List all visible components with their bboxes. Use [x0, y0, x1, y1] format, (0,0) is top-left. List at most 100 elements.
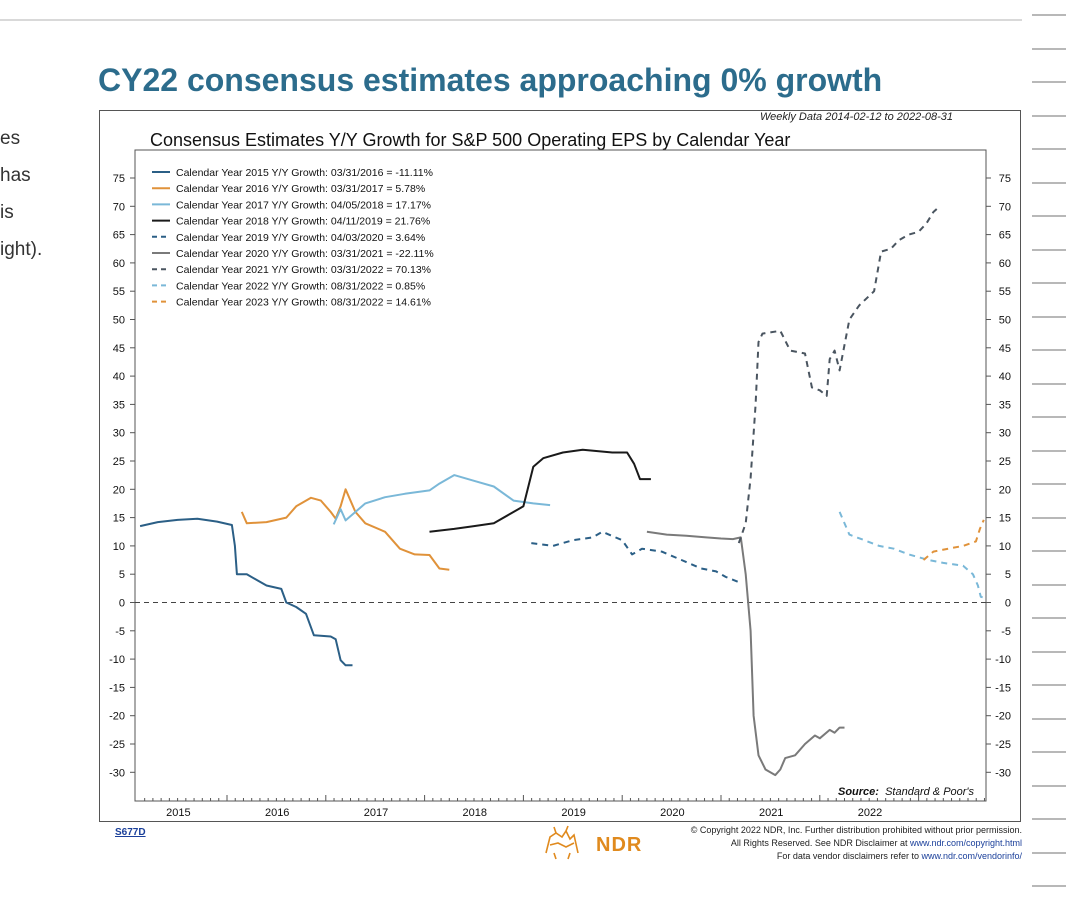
y-tick-label-left: 65 — [113, 230, 125, 242]
legend-entry-4: Calendar Year 2018 Y/Y Growth: 04/11/201… — [176, 216, 430, 228]
y-tick-label-right: 50 — [999, 315, 1011, 327]
y-tick-label-left: 55 — [113, 286, 125, 298]
series-line-4 — [429, 448, 651, 533]
chart-title: Consensus Estimates Y/Y Growth for S&P 5… — [150, 130, 791, 150]
copyright-link[interactable]: www.ndr.com/copyright.html — [909, 838, 1022, 848]
y-tick-label-right: -30 — [995, 767, 1011, 779]
legend-entry-1: Calendar Year 2015 Y/Y Growth: 03/31/201… — [176, 167, 433, 179]
ndr-bull-bear-logo-icon — [545, 825, 579, 860]
rail-mark — [1032, 718, 1066, 720]
y-tick-label-left: 60 — [113, 258, 125, 270]
copyright-line-2: All Rights Reserved. See NDR Disclaimer … — [691, 837, 1022, 850]
chart-code-link[interactable]: S677D — [115, 827, 146, 838]
x-tick-label: 2015 — [166, 807, 190, 819]
y-tick-label-left: -10 — [109, 654, 125, 666]
y-tick-label-right: -5 — [1001, 626, 1011, 638]
y-tick-label-left: 70 — [113, 201, 125, 213]
copyright-line-3-text: For data vendor disclaimers refer to — [776, 851, 922, 861]
y-tick-label-right: 30 — [999, 428, 1011, 440]
side-text-fragment: es has is ight). — [0, 120, 42, 268]
chart-subtitle: Weekly Data 2014-02-12 to 2022-08-31 — [760, 111, 954, 123]
x-tick-label: 2018 — [463, 807, 487, 819]
legend-entry-8: Calendar Year 2022 Y/Y Growth: 08/31/202… — [176, 280, 425, 292]
rail-mark — [1032, 383, 1066, 385]
y-tick-label-right: -20 — [995, 711, 1011, 723]
y-tick-label-left: 30 — [113, 428, 125, 440]
y-tick-label-left: 40 — [113, 371, 125, 383]
copyright-line-1: © Copyright 2022 NDR, Inc. Further distr… — [690, 825, 1022, 835]
ndr-logo-text: NDR — [596, 834, 643, 856]
copyright-notice: © Copyright 2022 NDR, Inc. Further distr… — [691, 824, 1022, 863]
y-tick-label-right: 5 — [1005, 569, 1011, 581]
side-fragment-3: is — [0, 202, 14, 223]
y-tick-label-left: 0 — [119, 598, 125, 610]
y-tick-label-right: 40 — [999, 371, 1011, 383]
y-tick-label-right: 60 — [999, 258, 1011, 270]
rail-mark — [1032, 517, 1066, 519]
rail-mark — [1032, 483, 1066, 485]
vendorinfo-link[interactable]: www.ndr.com/vendorinfo/ — [921, 851, 1022, 861]
y-tick-label-right: 70 — [999, 201, 1011, 213]
y-tick-label-left: -5 — [115, 626, 125, 638]
rail-mark — [1032, 316, 1066, 318]
rail-mark — [1032, 81, 1066, 83]
source-label: Source: — [838, 786, 879, 798]
rail-mark — [1032, 416, 1066, 418]
rail-mark — [1032, 182, 1066, 184]
copyright-line-3: For data vendor disclaimers refer to www… — [691, 850, 1022, 863]
x-tick-label: 2019 — [561, 807, 585, 819]
y-tick-label-right: 20 — [999, 484, 1011, 496]
rail-mark — [1032, 852, 1066, 854]
y-tick-label-left: -15 — [109, 682, 125, 694]
rail-mark — [1032, 751, 1066, 753]
rail-mark — [1032, 584, 1066, 586]
y-tick-label-right: 0 — [1005, 598, 1011, 610]
series-line-8 — [838, 511, 985, 599]
source-value: Standard & Poor's — [885, 786, 975, 798]
side-fragment-4: ight). — [0, 239, 43, 260]
chart-source: Source: Standard & Poor's — [838, 786, 974, 798]
y-tick-label-left: 45 — [113, 343, 125, 355]
y-tick-label-left: -20 — [109, 711, 125, 723]
series-line-5 — [531, 530, 740, 584]
legend-entry-7: Calendar Year 2021 Y/Y Growth: 03/31/202… — [176, 264, 431, 276]
y-tick-label-left: 25 — [113, 456, 125, 468]
rail-mark — [1032, 115, 1066, 117]
legend-entry-9: Calendar Year 2023 Y/Y Growth: 08/31/202… — [176, 297, 431, 309]
legend-entry-6: Calendar Year 2020 Y/Y Growth: 03/31/202… — [176, 248, 434, 260]
y-tick-label-right: 25 — [999, 456, 1011, 468]
y-tick-label-right: 45 — [999, 343, 1011, 355]
right-scroll-rail[interactable] — [1032, 0, 1066, 909]
rail-mark — [1032, 818, 1066, 820]
x-tick-label: 2016 — [265, 807, 289, 819]
rail-mark — [1032, 48, 1066, 50]
y-tick-label-right: 15 — [999, 513, 1011, 525]
rail-mark — [1032, 651, 1066, 653]
top-divider — [0, 19, 1022, 21]
rail-mark — [1032, 785, 1066, 787]
series-line-7 — [737, 204, 941, 544]
rail-mark — [1032, 282, 1066, 284]
y-tick-label-right: 75 — [999, 173, 1011, 185]
y-tick-label-right: 35 — [999, 399, 1011, 411]
y-tick-label-right: -25 — [995, 739, 1011, 751]
y-tick-label-right: 65 — [999, 230, 1011, 242]
y-tick-label-right: 10 — [999, 541, 1011, 553]
series-line-2 — [240, 488, 450, 571]
x-tick-label: 2021 — [759, 807, 783, 819]
chart-frame — [99, 110, 1021, 822]
legend-entry-2: Calendar Year 2016 Y/Y Growth: 03/31/201… — [176, 183, 425, 195]
x-tick-label: 2017 — [364, 807, 388, 819]
y-tick-label-left: -30 — [109, 767, 125, 779]
rail-mark — [1032, 885, 1066, 887]
y-tick-label-left: 35 — [113, 399, 125, 411]
legend-entry-5: Calendar Year 2019 Y/Y Growth: 04/03/202… — [176, 232, 425, 244]
plot-area — [134, 149, 987, 802]
y-tick-label-right: 55 — [999, 286, 1011, 298]
y-tick-label-left: 50 — [113, 315, 125, 327]
rail-mark — [1032, 215, 1066, 217]
rail-mark — [1032, 450, 1066, 452]
rail-mark — [1032, 349, 1066, 351]
rail-mark — [1032, 550, 1066, 552]
